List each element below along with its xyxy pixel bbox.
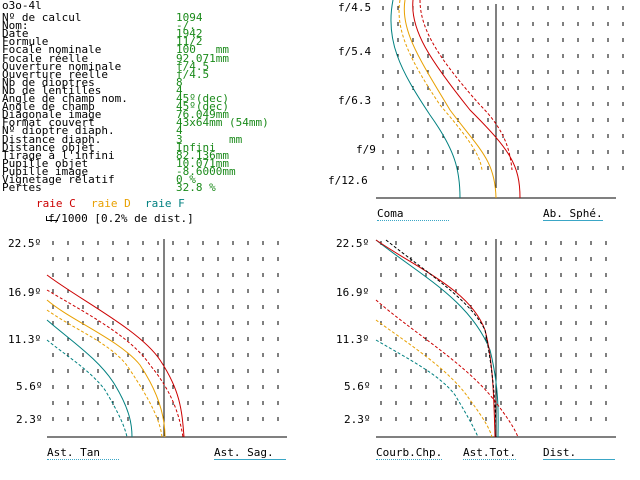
coma-tick-3: f/9 [356, 143, 376, 156]
param-label: Formule [2, 35, 49, 49]
curv-tick-2: 11.3º [336, 333, 370, 346]
coma-curve-f [390, 0, 461, 199]
ast-sag-label: Ast. Sag. [214, 446, 286, 460]
ast-tick-2: 11.3º [8, 333, 42, 346]
ast-sag-c [46, 289, 184, 438]
param-label: Format couvert [2, 116, 95, 130]
coma-curve-d-dash [398, 0, 483, 171]
ast-tan-f [46, 319, 133, 438]
param-label: Pupille objet [2, 156, 89, 170]
coma-curve-d [403, 0, 497, 199]
ast-tick-3: 5.6º [16, 380, 43, 393]
legend-raie-d: raie D [91, 197, 131, 210]
param-label: Nº de calcul [2, 11, 82, 24]
param-value: 76.049mm [176, 108, 229, 122]
param-value: 45º(dec) [176, 100, 229, 114]
param-value: -8.6000mm [176, 164, 236, 178]
ast-sag-f [46, 339, 128, 438]
scale-bar [46, 220, 58, 221]
param-value: 8 [176, 75, 183, 89]
param-label: Ouverture réelle [2, 67, 108, 81]
param-value: 0 % [176, 173, 196, 186]
param-value: 92.071mm [176, 51, 229, 65]
coma-curve-c-dash [419, 0, 513, 171]
coma-tick-1: f/5.4 [338, 45, 372, 58]
curv-ast-c [375, 299, 519, 438]
param-label: Distance objet [2, 140, 95, 154]
param-value: 3 mm [176, 132, 243, 146]
param-value: 32.8 % [176, 181, 216, 195]
window-title: o3o-4l [2, 0, 42, 12]
param-label: Angle de champ nom. [2, 92, 128, 105]
total-astigmatism-label: Ast.Tot. [463, 446, 516, 460]
param-label: Focale nominale [2, 43, 102, 57]
param-label: Nom: [2, 19, 29, 33]
ast-tan-d [46, 299, 166, 438]
param-value: 82.136mm [176, 148, 229, 162]
param-value: 45º(dec) [176, 92, 229, 105]
param-label: Date [2, 27, 29, 41]
param-value: 10.071mm [176, 156, 229, 170]
param-value: Infini [176, 140, 216, 154]
coma-tick-0: f/4.5 [338, 1, 372, 14]
curv-dist [385, 239, 497, 438]
coma-curve-c [412, 0, 521, 199]
param-value: 100 mm [176, 43, 229, 57]
param-label: Pertes [2, 181, 42, 195]
param-label: Vignetage relatif [2, 173, 115, 186]
curv-f [375, 239, 499, 438]
legend-raie-c: raie C [36, 197, 76, 210]
coma-tick-4: f/12.6 [328, 174, 368, 187]
ast-tan-c [46, 274, 185, 438]
legend-raie-f: raie F [145, 197, 185, 210]
distortion-label: Dist. [543, 446, 615, 460]
param-label: Nb de lentilles [2, 83, 102, 97]
param-value: 1094 [176, 11, 203, 24]
param-label: Pupille image [2, 164, 89, 178]
curv-c [375, 239, 496, 438]
param-label: Focale réelle [2, 51, 89, 65]
scale-bar-tick [46, 216, 47, 221]
param-label: Distance diaph. [2, 132, 102, 146]
param-label: Nº dioptre diaph. [2, 124, 115, 138]
param-value: 4 [176, 124, 183, 138]
param-value: f/4.5 [176, 59, 210, 73]
param-label: Nb de dioptres [2, 75, 95, 89]
param-value: 11/2 [176, 35, 203, 49]
param-value: 4 [176, 83, 183, 97]
param-value: 1942 [176, 27, 203, 41]
param-value: 43x64mm (54mm) [176, 116, 269, 130]
curv-tick-1: 16.9º [336, 286, 370, 299]
param-label: Angle de champ [2, 100, 95, 114]
ast-tick-4: 2.3º [16, 413, 43, 426]
spherical-aberration-label: Ab. Sphé. [543, 207, 603, 221]
scale-note: f/1000 [0.2% de dist.] [48, 212, 194, 225]
curv-tick-3: 5.6º [344, 380, 371, 393]
field-curvature-label: Courb.Chp. [376, 446, 443, 460]
ast-tick-0: 22.5º [8, 237, 42, 250]
param-label: Tirage à l'infini [2, 148, 115, 162]
param-label: Diagonale image [2, 108, 102, 122]
curv-tick-4: 2.3º [344, 413, 371, 426]
ast-sag-d [46, 309, 163, 438]
coma-tick-2: f/6.3 [338, 94, 372, 107]
param-value: f/4.5 [176, 67, 210, 81]
ast-tan-label: Ast. Tan [47, 446, 119, 460]
curv-ast-d [375, 319, 493, 438]
param-value: -/. [176, 19, 196, 33]
coma-label: Coma [377, 207, 449, 221]
curv-ast-f [375, 339, 479, 438]
ast-tick-1: 16.9º [8, 286, 42, 299]
param-label: Ouverture nominale [2, 59, 122, 73]
curv-tick-0: 22.5º [336, 237, 370, 250]
